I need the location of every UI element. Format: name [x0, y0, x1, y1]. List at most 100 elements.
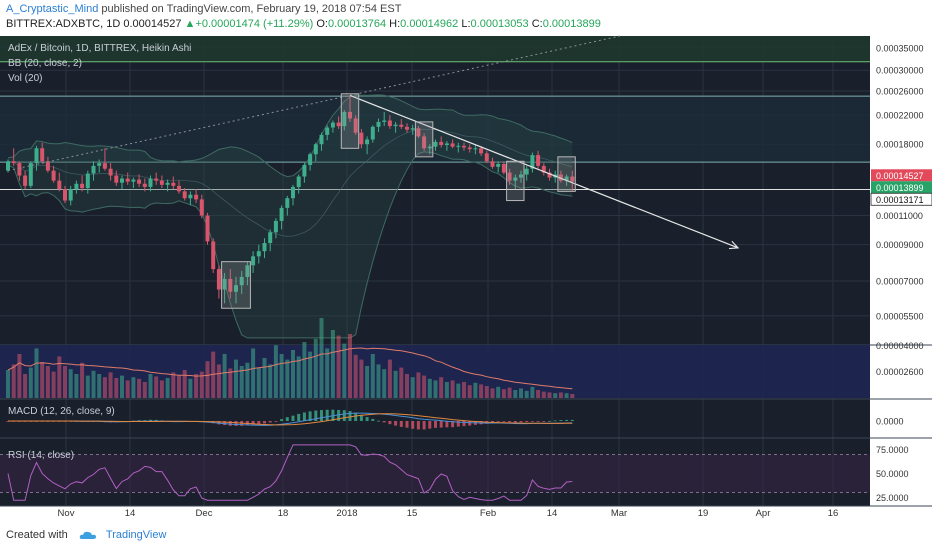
candle-body-36	[211, 241, 216, 270]
candle-64	[370, 125, 375, 143]
candle-body-11	[68, 189, 73, 201]
candle-body-2	[17, 163, 22, 176]
candle-92	[530, 152, 535, 173]
candle-body-43	[251, 256, 256, 266]
candle-body-9	[57, 180, 62, 190]
close-label: C:	[531, 18, 543, 30]
volume-bar-43	[251, 348, 256, 398]
zones	[0, 36, 870, 398]
candle-body-10	[63, 189, 67, 201]
rsi-band	[0, 454, 870, 493]
volume-bar-94	[541, 391, 546, 398]
price-badge-close	[871, 181, 932, 194]
price-change: +0.00001474 (+11.29%)	[195, 18, 314, 30]
candle-27	[159, 175, 164, 189]
volume-bar-13	[80, 362, 85, 398]
candle-body-92	[530, 155, 535, 169]
volume-bar-1	[11, 364, 16, 398]
highlight-box-0	[221, 261, 251, 309]
candle-24	[142, 178, 147, 192]
candle-body-41	[239, 276, 244, 286]
candle-74	[427, 144, 432, 155]
candle-body-30	[177, 185, 181, 192]
macd-hist-93	[536, 421, 540, 422]
candle-body-85	[490, 161, 495, 167]
candle-57	[330, 120, 335, 133]
macd-hist-88	[508, 421, 512, 423]
macd-hist-54	[314, 410, 318, 421]
price-tick-0: 0.00035000	[876, 43, 924, 53]
rsi-tick-2: 25.0000	[876, 493, 909, 503]
candle-3	[23, 170, 28, 190]
candle-body-81	[467, 147, 472, 150]
candle-33	[194, 189, 199, 203]
candle-9	[57, 172, 62, 192]
volume-bar-38	[222, 354, 227, 398]
candle-body-14	[85, 173, 90, 189]
tradingview-brand[interactable]: TradingView	[105, 529, 167, 541]
candle-60	[348, 95, 352, 122]
volume-bar-68	[393, 370, 398, 398]
candle-1	[11, 148, 16, 166]
macd-hist-40	[234, 421, 238, 426]
macd-hist-61	[354, 412, 358, 421]
cloud-icon	[79, 531, 96, 539]
volume-bar-27	[159, 380, 164, 398]
volume-bar-21	[125, 380, 130, 398]
candle-63	[365, 136, 370, 155]
volume-bar-67	[387, 359, 392, 398]
volume-bar-66	[382, 369, 387, 398]
price-tick-2: 0.00026000	[876, 86, 924, 96]
volume-bar-52	[302, 342, 307, 398]
price-tick-7: 0.00007000	[876, 277, 924, 287]
candle-body-47	[273, 220, 278, 233]
low-value: 0.00013053	[470, 18, 529, 30]
volume-bar-73	[422, 375, 427, 398]
candle-71	[410, 124, 415, 135]
published-text: published on TradingView.com, February 1…	[101, 3, 402, 15]
candle-body-99	[570, 176, 575, 182]
candle-37	[216, 265, 221, 299]
candle-76	[439, 136, 444, 148]
candle-body-55	[319, 134, 324, 145]
macd-label: MACD (12, 26, close, 9)	[8, 406, 115, 417]
candle-body-3	[23, 175, 28, 186]
candle-94	[541, 163, 546, 176]
candle-body-26	[154, 178, 159, 181]
candle-body-33	[194, 194, 199, 200]
time-axis-background	[0, 506, 932, 520]
candle-body-75	[433, 141, 438, 147]
candle-body-67	[387, 120, 392, 127]
candle-body-25	[148, 178, 153, 187]
candle-8	[51, 165, 56, 183]
macd-hist-39	[228, 421, 232, 426]
candle-body-95	[547, 172, 552, 178]
author-link[interactable]: A_Cryptastic_Mind	[6, 3, 99, 15]
candle-body-28	[165, 182, 170, 185]
axes: 0.00035000 0.00030000 0.00026000 0.00022000…	[58, 43, 932, 519]
candle-7	[45, 156, 50, 173]
candle-40	[234, 276, 238, 304]
macd-hist-95	[548, 420, 551, 422]
macd-signal-line	[8, 413, 573, 426]
volume-bar-48	[279, 354, 284, 398]
candle-65	[376, 118, 381, 132]
candle-body-1	[11, 161, 16, 164]
volume-ma-line	[7, 347, 573, 390]
volume-bar-2	[17, 354, 22, 398]
volume-bar-15	[91, 370, 96, 398]
volume-bar-46	[268, 364, 273, 398]
macd-pane	[6, 409, 574, 430]
candle-body-89	[513, 177, 518, 181]
volume-bar-17	[102, 377, 107, 398]
macd-hist-89	[513, 421, 517, 423]
macd-hist-85	[491, 421, 494, 423]
volume-bar-32	[188, 378, 193, 398]
candle-61	[353, 115, 358, 135]
candle-44	[256, 244, 261, 264]
macd-hist-48	[280, 419, 284, 421]
candle-99	[570, 170, 575, 192]
macd-hist-96	[553, 420, 557, 422]
candle-body-21	[125, 178, 130, 182]
